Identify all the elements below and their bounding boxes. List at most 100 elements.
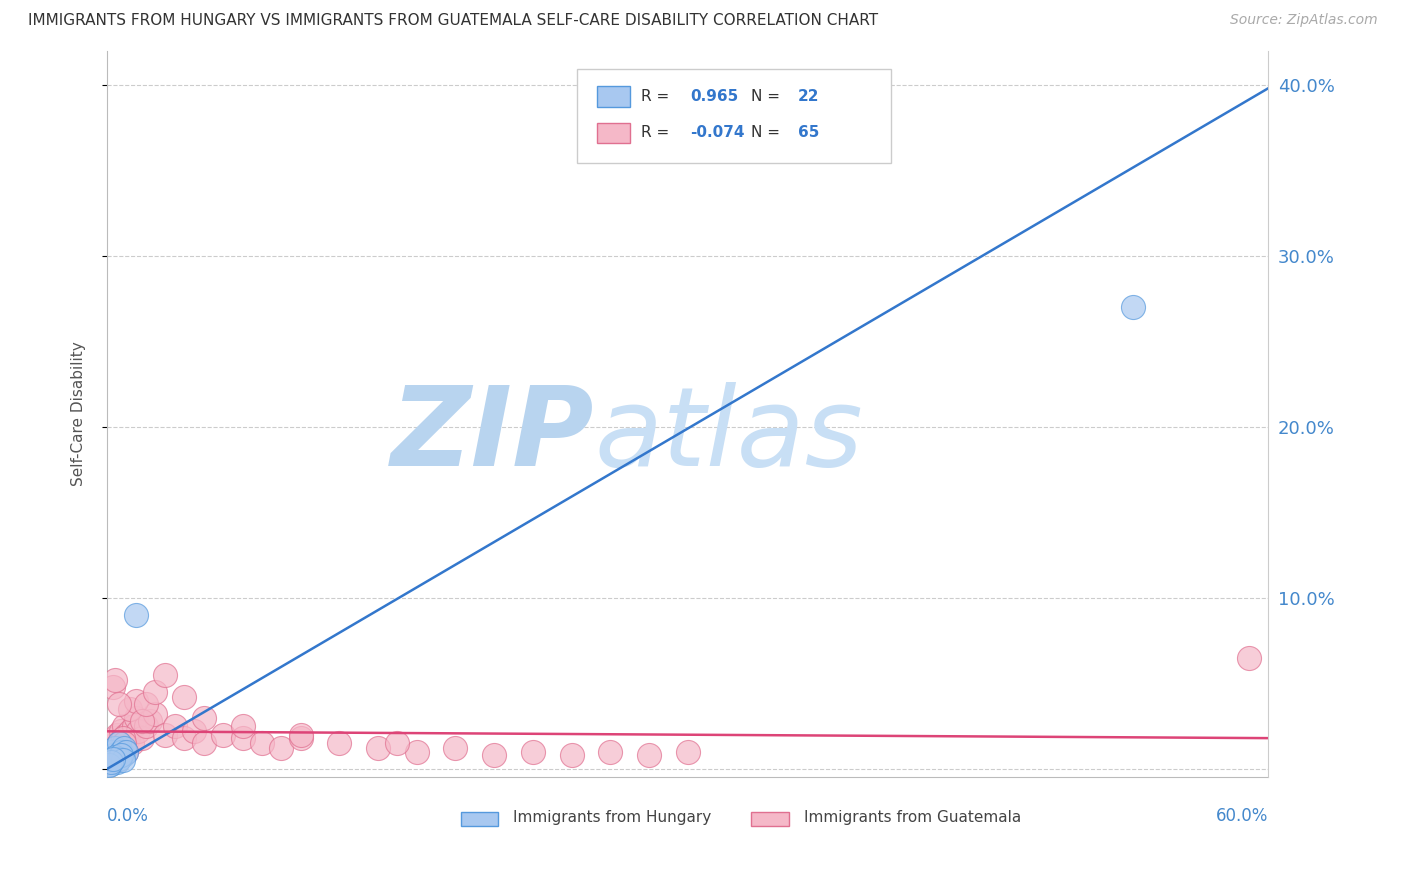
Point	[121, 736, 143, 750]
Point	[110, 745, 132, 759]
Point	[115, 728, 138, 742]
Text: ZIP: ZIP	[391, 383, 595, 490]
Point	[599, 745, 621, 759]
Point	[1237, 650, 1260, 665]
Point	[110, 748, 132, 763]
Point	[387, 736, 409, 750]
Point	[105, 748, 128, 763]
FancyBboxPatch shape	[751, 812, 789, 826]
Text: 65: 65	[799, 125, 820, 140]
Point	[138, 714, 160, 728]
Point	[107, 752, 129, 766]
Point	[98, 753, 121, 767]
Point	[676, 745, 699, 759]
Point	[98, 753, 121, 767]
Y-axis label: Self-Care Disability: Self-Care Disability	[72, 342, 86, 486]
Text: R =: R =	[641, 125, 675, 140]
Point	[111, 753, 134, 767]
Point	[522, 745, 544, 759]
Point	[101, 745, 124, 759]
Point	[367, 741, 389, 756]
Point	[115, 745, 138, 759]
Text: Source: ZipAtlas.com: Source: ZipAtlas.com	[1230, 13, 1378, 28]
Point	[145, 685, 167, 699]
Point	[100, 755, 122, 769]
Point	[105, 752, 128, 766]
Point	[1122, 300, 1144, 314]
Text: N =: N =	[751, 89, 786, 104]
Point	[101, 680, 124, 694]
Text: 60.0%: 60.0%	[1216, 806, 1268, 824]
Point	[111, 731, 134, 746]
Point	[117, 731, 139, 746]
Point	[231, 731, 253, 746]
FancyBboxPatch shape	[598, 122, 630, 143]
Point	[122, 719, 145, 733]
Point	[107, 736, 129, 750]
Point	[125, 607, 148, 622]
Point	[145, 707, 167, 722]
Point	[638, 748, 661, 763]
Point	[104, 741, 127, 756]
Point	[104, 741, 127, 756]
Point	[114, 736, 136, 750]
Point	[107, 736, 129, 750]
Point	[560, 748, 582, 763]
Point	[114, 719, 136, 733]
Point	[250, 736, 273, 750]
Point	[98, 745, 121, 759]
Text: Immigrants from Hungary: Immigrants from Hungary	[513, 810, 711, 825]
Point	[173, 731, 195, 746]
Point	[153, 728, 176, 742]
Point	[101, 741, 124, 756]
Point	[328, 736, 350, 750]
FancyBboxPatch shape	[578, 69, 891, 163]
Point	[135, 719, 157, 733]
Point	[120, 702, 142, 716]
Point	[111, 748, 134, 763]
Point	[100, 745, 122, 759]
Point	[131, 714, 153, 728]
Text: atlas: atlas	[595, 383, 863, 490]
Point	[111, 731, 134, 746]
Point	[107, 697, 129, 711]
Point	[212, 728, 235, 742]
Point	[193, 710, 215, 724]
Point	[290, 728, 312, 742]
Point	[125, 710, 148, 724]
Point	[125, 693, 148, 707]
Point	[101, 748, 124, 763]
FancyBboxPatch shape	[598, 87, 630, 107]
Text: IMMIGRANTS FROM HUNGARY VS IMMIGRANTS FROM GUATEMALA SELF-CARE DISABILITY CORREL: IMMIGRANTS FROM HUNGARY VS IMMIGRANTS FR…	[28, 13, 879, 29]
Point	[163, 719, 186, 733]
Point	[231, 719, 253, 733]
Point	[131, 731, 153, 746]
Text: R =: R =	[641, 89, 675, 104]
Point	[114, 741, 136, 756]
Point	[104, 731, 127, 746]
Text: 0.0%: 0.0%	[107, 806, 149, 824]
Point	[100, 756, 122, 771]
Point	[115, 745, 138, 759]
Point	[101, 752, 124, 766]
Point	[107, 736, 129, 750]
Point	[482, 748, 505, 763]
Point	[183, 724, 205, 739]
Point	[173, 690, 195, 704]
Point	[405, 745, 427, 759]
Point	[290, 731, 312, 746]
Point	[135, 697, 157, 711]
Text: 22: 22	[799, 89, 820, 104]
Point	[444, 741, 467, 756]
Point	[100, 748, 122, 763]
FancyBboxPatch shape	[461, 812, 498, 826]
Text: -0.074: -0.074	[690, 125, 744, 140]
Point	[153, 668, 176, 682]
Point	[193, 736, 215, 750]
Point	[100, 736, 122, 750]
Point	[110, 741, 132, 756]
Point	[105, 755, 128, 769]
Point	[270, 741, 292, 756]
Point	[104, 673, 127, 687]
Point	[104, 750, 127, 764]
